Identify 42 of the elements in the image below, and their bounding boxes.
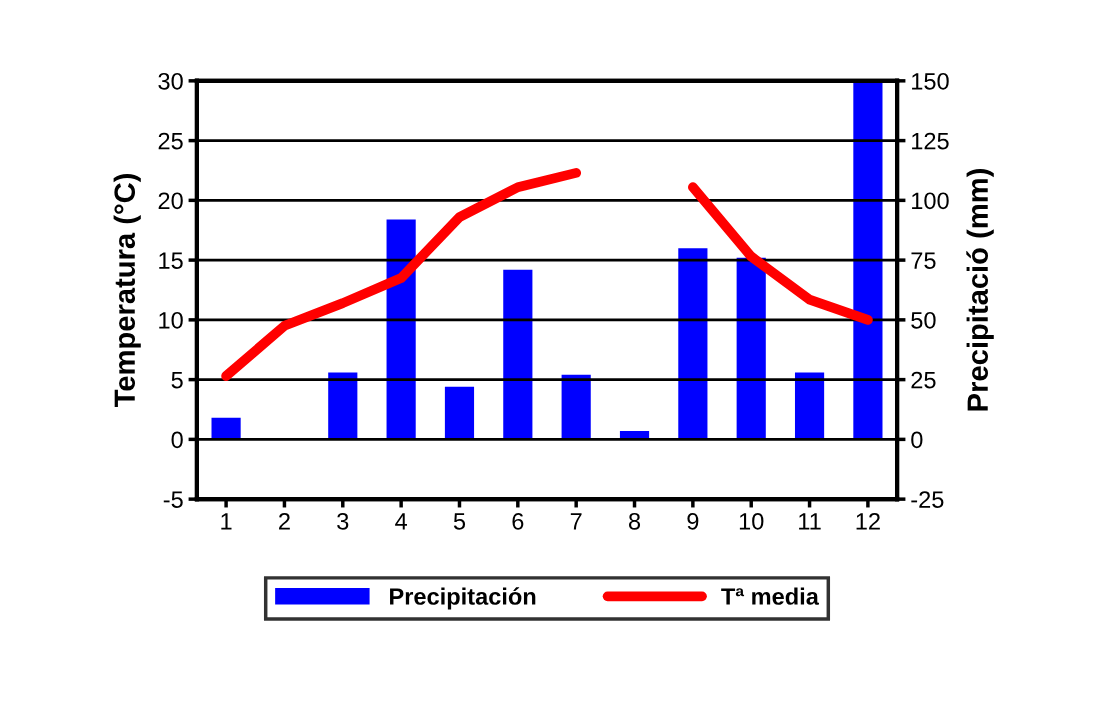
y-tick-label: 20	[158, 192, 183, 210]
y2-tick-label: 100	[912, 192, 949, 210]
bar	[386, 219, 416, 440]
bar	[211, 417, 241, 440]
y-tick-label: 0	[171, 431, 183, 449]
bar	[503, 269, 533, 440]
y2-tick-label: 150	[912, 72, 949, 90]
x-tick-label: 2	[279, 512, 290, 530]
legend-label: Tª media	[721, 587, 820, 605]
x-tick-label: 9	[687, 512, 699, 530]
x-tick-label: 10	[739, 512, 764, 530]
x-tick-label: 8	[628, 512, 641, 530]
y-tick-label: 25	[158, 132, 183, 150]
bar	[328, 372, 358, 440]
bar	[678, 248, 708, 440]
y-tick-label: 15	[159, 252, 183, 269]
y2-tick-label: -25	[911, 491, 944, 508]
y-tick-label: 10	[159, 311, 183, 329]
x-tick-label: 4	[395, 513, 408, 530]
y-axis-title: Temperatura (°C)	[113, 174, 141, 408]
x-tick-label: 3	[337, 512, 349, 530]
x-tick-label: 1	[221, 513, 232, 530]
bar	[561, 374, 591, 440]
y-tick-label: 5	[171, 371, 183, 389]
y-tick-label: -5	[163, 491, 183, 508]
bar	[736, 257, 766, 440]
y2-tick-label: 75	[911, 252, 936, 269]
y2-axis-title: Precipitació (mm)	[966, 169, 994, 411]
bar	[794, 372, 825, 440]
y2-tick-label: 0	[911, 431, 923, 449]
y2-tick-label: 25	[911, 371, 936, 389]
x-tick-label: 7	[570, 513, 582, 530]
x-tick-label: 12	[856, 512, 880, 530]
y2-tick-label: 125	[912, 132, 949, 150]
y2-tick-label: 50	[911, 311, 936, 329]
x-tick-label: 5	[453, 513, 466, 530]
y-tick-label: 30	[158, 72, 183, 90]
bar	[444, 386, 475, 440]
bar	[853, 80, 883, 440]
x-tick-label: 6	[512, 512, 524, 530]
x-tick-label: 11	[799, 513, 821, 530]
legend-label: Precipitación	[390, 587, 536, 610]
